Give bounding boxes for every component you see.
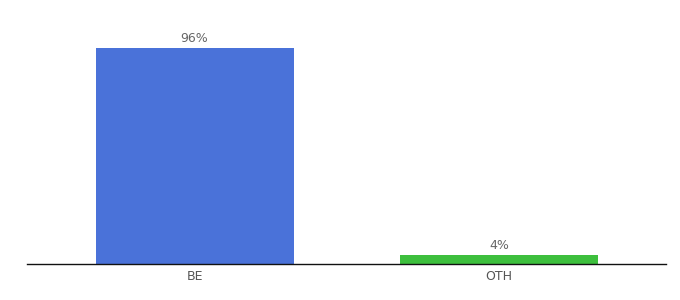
Text: 4%: 4%: [489, 238, 509, 252]
Bar: [96, 48, 294, 264]
Text: 96%: 96%: [181, 32, 209, 45]
Bar: [400, 255, 598, 264]
